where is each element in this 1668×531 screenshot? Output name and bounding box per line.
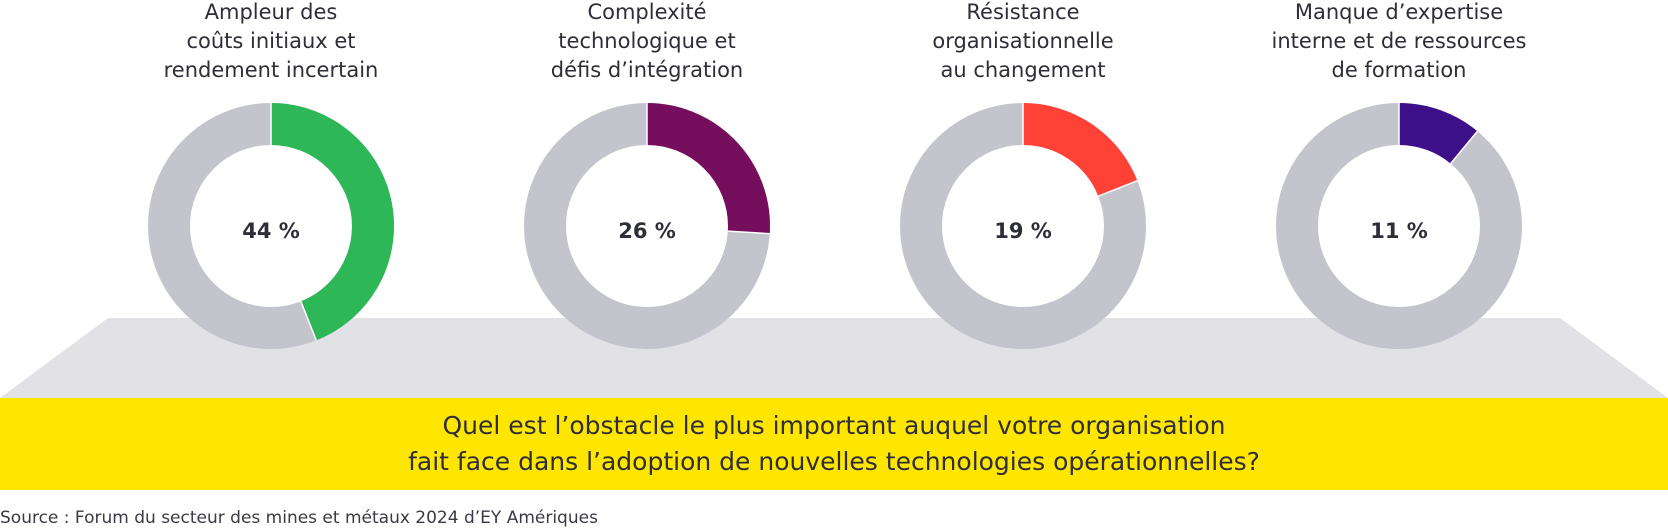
chart-title: Résistance organisationnelle au changeme… xyxy=(833,0,1213,85)
chart-title-line: technologique et xyxy=(558,29,736,53)
percentage-label: 11 % xyxy=(1370,219,1428,243)
donut-chart-expertise: Manque d’expertise interne et de ressour… xyxy=(1209,0,1589,380)
chart-title-line: Ampleur des xyxy=(204,0,338,24)
percentage-label: 44 % xyxy=(242,219,300,243)
donut-chart-resistance: Résistance organisationnelle au changeme… xyxy=(833,0,1213,380)
donut-ring xyxy=(148,103,394,349)
segment-separator xyxy=(1450,130,1478,165)
donut-ring xyxy=(524,103,770,349)
source-note: Source : Forum du secteur des mines et m… xyxy=(0,508,598,528)
chart-title-line: interne et de ressources xyxy=(1271,29,1527,53)
chart-title-line: organisationnelle xyxy=(932,29,1114,53)
chart-title-line: de formation xyxy=(1331,58,1467,82)
segment-separator xyxy=(300,301,317,341)
donut-ring xyxy=(1276,103,1522,349)
percentage-label: 26 % xyxy=(618,219,676,243)
chart-title: Ampleur des coûts initiaux et rendement … xyxy=(81,0,461,85)
question-line: Quel est l’obstacle le plus important au… xyxy=(442,411,1226,440)
segment-separator xyxy=(727,230,770,235)
chart-title-line: Complexité xyxy=(587,0,707,24)
question-banner: Quel est l’obstacle le plus important au… xyxy=(0,398,1668,490)
chart-title: Manque d’expertise interne et de ressour… xyxy=(1209,0,1589,85)
percentage-label: 19 % xyxy=(994,219,1052,243)
donut-ring xyxy=(900,103,1146,349)
donut-chart-costs: Ampleur des coûts initiaux et rendement … xyxy=(81,0,461,380)
chart-title: Complexité technologique et défis d’inté… xyxy=(457,0,837,85)
chart-title-line: Résistance xyxy=(966,0,1080,24)
chart-title-line: au changement xyxy=(940,58,1106,82)
chart-title-line: coûts initiaux et xyxy=(186,29,356,53)
chart-title-line: Manque d’expertise xyxy=(1294,0,1504,24)
question-line: fait face dans l’adoption de nouvelles t… xyxy=(408,447,1260,476)
donut-chart-complexity: Complexité technologique et défis d’inté… xyxy=(457,0,837,380)
segment-separator xyxy=(1098,180,1138,197)
chart-title-line: défis d’intégration xyxy=(550,58,744,82)
chart-title-line: rendement incertain xyxy=(163,58,379,82)
platform-surface xyxy=(0,318,1668,398)
